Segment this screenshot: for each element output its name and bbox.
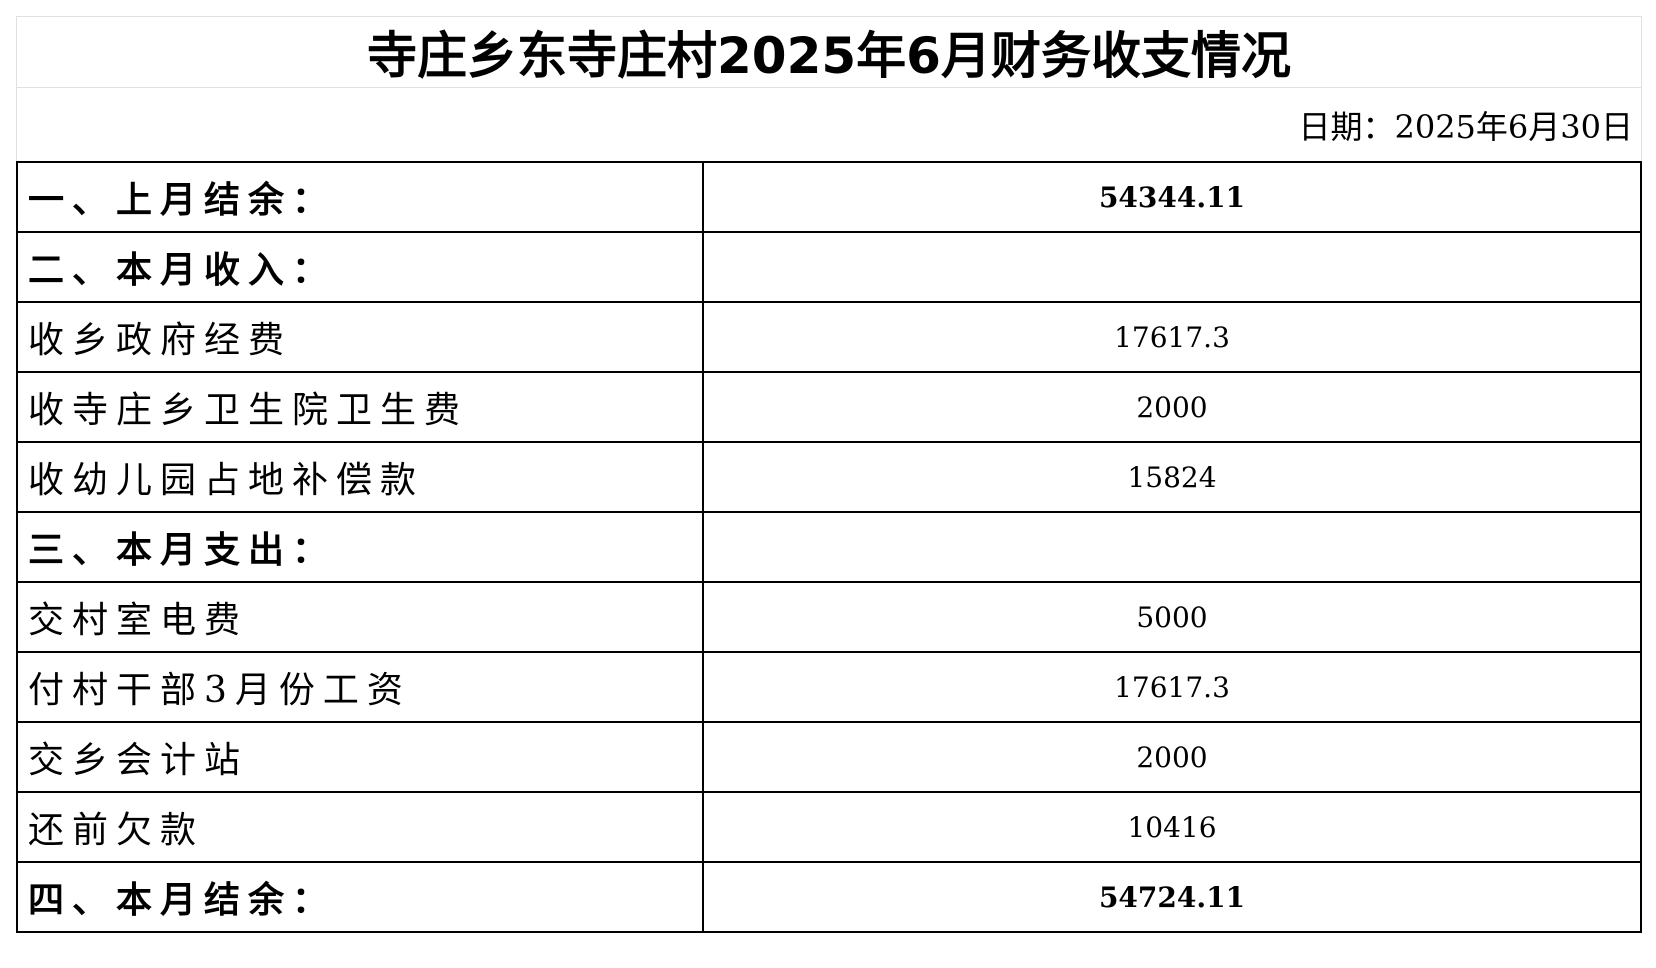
table-row: 交乡会计站 2000 [16, 721, 1642, 793]
row-value: 5000 [702, 581, 1642, 653]
row-label: 付村干部3月份工资 [16, 651, 704, 723]
row-value [702, 511, 1642, 583]
row-value: 2000 [702, 721, 1642, 793]
row-label: 收幼儿园占地补偿款 [16, 441, 704, 513]
row-value: 54344.11 [702, 161, 1642, 233]
row-label: 还前欠款 [16, 791, 704, 863]
table-row: 收幼儿园占地补偿款 15824 [16, 441, 1642, 513]
table-row: 还前欠款 10416 [16, 791, 1642, 863]
row-value: 2000 [702, 371, 1642, 443]
finance-table: 一、上月结余： 54344.11 二、本月收入： 收乡政府经费 17617.3 收寺庄乡卫… [16, 161, 1642, 933]
table-row: 收乡政府经费 17617.3 [16, 301, 1642, 373]
page-title: 寺庄乡东寺庄村2025年6月财务收支情况 [16, 16, 1642, 88]
table-row: 交村室电费 5000 [16, 581, 1642, 653]
row-label: 三、本月支出： [16, 511, 704, 583]
row-value: 10416 [702, 791, 1642, 863]
table-row: 四、本月结余： 54724.11 [16, 861, 1642, 933]
row-label: 二、本月收入： [16, 231, 704, 303]
row-value [702, 231, 1642, 303]
table-row: 一、上月结余： 54344.11 [16, 161, 1642, 233]
row-label: 收寺庄乡卫生院卫生费 [16, 371, 704, 443]
report-date: 日期：2025年6月30日 [16, 88, 1642, 161]
row-value: 54724.11 [702, 861, 1642, 933]
row-label: 交村室电费 [16, 581, 704, 653]
row-label: 一、上月结余： [16, 161, 704, 233]
row-label: 四、本月结余： [16, 861, 704, 933]
table-row: 三、本月支出： [16, 511, 1642, 583]
row-value: 15824 [702, 441, 1642, 513]
table-row: 二、本月收入： [16, 231, 1642, 303]
row-value: 17617.3 [702, 301, 1642, 373]
row-label: 收乡政府经费 [16, 301, 704, 373]
table-row: 收寺庄乡卫生院卫生费 2000 [16, 371, 1642, 443]
row-value: 17617.3 [702, 651, 1642, 723]
row-label: 交乡会计站 [16, 721, 704, 793]
table-row: 付村干部3月份工资 17617.3 [16, 651, 1642, 723]
